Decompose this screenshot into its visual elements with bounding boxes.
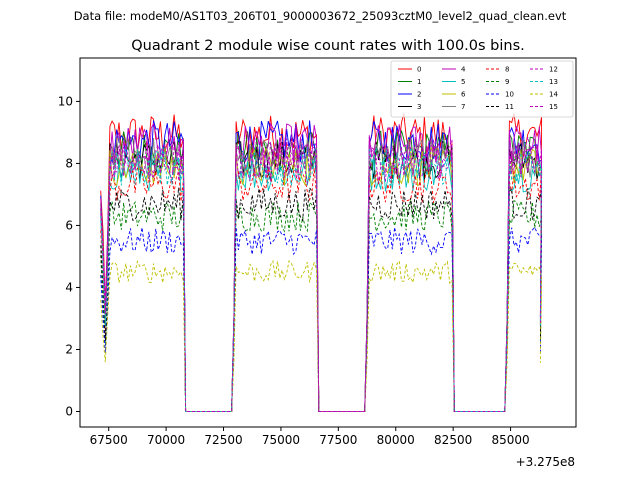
y-tick-label: 0 bbox=[65, 404, 73, 418]
series-line-9 bbox=[100, 199, 543, 412]
legend-label-9: 9 bbox=[505, 78, 509, 86]
legend-label-3: 3 bbox=[417, 103, 421, 111]
y-tick-label: 4 bbox=[65, 280, 73, 294]
legend-label-14: 14 bbox=[549, 91, 558, 99]
legend-label-4: 4 bbox=[461, 66, 466, 74]
x-tick-label: 80000 bbox=[377, 433, 415, 447]
series-line-15 bbox=[100, 136, 543, 412]
legend-label-5: 5 bbox=[461, 78, 465, 86]
x-tick-label: 82500 bbox=[434, 433, 472, 447]
legend-label-7: 7 bbox=[461, 103, 465, 111]
y-axis: 0 2 4 6 8 10 bbox=[58, 94, 80, 418]
series-line-14 bbox=[100, 259, 543, 412]
suptitle: Data file: modeM0/AS1T03_206T01_90000036… bbox=[74, 9, 567, 23]
series-line-1 bbox=[100, 130, 543, 412]
series-line-5 bbox=[100, 154, 543, 412]
legend-label-1: 1 bbox=[417, 78, 421, 86]
x-tick-label: 70000 bbox=[147, 433, 185, 447]
legend-label-10: 10 bbox=[505, 91, 514, 99]
x-tick-label: 67500 bbox=[90, 433, 128, 447]
legend-label-15: 15 bbox=[549, 103, 558, 111]
legend-label-13: 13 bbox=[549, 78, 558, 86]
x-axis: 67500 70000 72500 75000 77500 80000 82500 85000 bbox=[90, 427, 530, 447]
chart-title: Quadrant 2 module wise count rates with … bbox=[131, 38, 525, 54]
series-line-8 bbox=[100, 167, 543, 412]
y-tick-label: 6 bbox=[65, 218, 73, 232]
x-tick-label: 85000 bbox=[491, 433, 529, 447]
series-line-6 bbox=[100, 146, 543, 412]
x-tick-label: 75000 bbox=[262, 433, 300, 447]
plot-area: 67500 70000 72500 75000 77500 80000 82500 85000… bbox=[58, 57, 577, 469]
legend-label-8: 8 bbox=[505, 66, 509, 74]
series-line-10 bbox=[100, 226, 543, 412]
x-offset-label: +3.275e8 bbox=[516, 455, 575, 469]
legend-label-11: 11 bbox=[505, 103, 514, 111]
legend-label-12: 12 bbox=[549, 66, 558, 74]
legend-label-2: 2 bbox=[417, 91, 421, 99]
legend-label-6: 6 bbox=[461, 91, 466, 99]
series-line-13 bbox=[100, 147, 543, 412]
legend-frame bbox=[390, 60, 574, 118]
y-tick-label: 8 bbox=[65, 156, 73, 170]
x-tick-label: 72500 bbox=[204, 433, 242, 447]
x-tick-label: 77500 bbox=[319, 433, 357, 447]
y-tick-label: 10 bbox=[58, 94, 73, 108]
axes-frame bbox=[79, 57, 577, 428]
series-layer bbox=[100, 113, 543, 412]
y-tick-label: 2 bbox=[65, 342, 73, 356]
series-line-11 bbox=[100, 186, 543, 412]
legend-label-0: 0 bbox=[417, 66, 421, 74]
